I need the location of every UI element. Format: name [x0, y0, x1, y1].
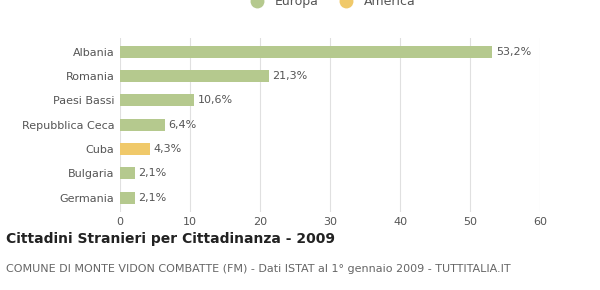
Bar	[120, 143, 150, 155]
Text: 2,1%: 2,1%	[138, 193, 166, 203]
Bar	[120, 192, 134, 204]
Bar	[120, 167, 134, 180]
Bar	[120, 94, 194, 106]
Text: 2,1%: 2,1%	[138, 168, 166, 178]
Text: COMUNE DI MONTE VIDON COMBATTE (FM) - Dati ISTAT al 1° gennaio 2009 - TUTTITALIA: COMUNE DI MONTE VIDON COMBATTE (FM) - Da…	[6, 264, 511, 274]
Text: Cittadini Stranieri per Cittadinanza - 2009: Cittadini Stranieri per Cittadinanza - 2…	[6, 232, 335, 246]
Bar	[120, 119, 165, 131]
Bar	[120, 46, 493, 58]
Text: 4,3%: 4,3%	[154, 144, 182, 154]
Text: 53,2%: 53,2%	[496, 47, 531, 57]
Legend: Europa, America: Europa, America	[245, 0, 415, 8]
Text: 6,4%: 6,4%	[168, 120, 197, 130]
Bar	[120, 70, 269, 82]
Text: 10,6%: 10,6%	[198, 95, 233, 105]
Text: 21,3%: 21,3%	[272, 71, 308, 81]
